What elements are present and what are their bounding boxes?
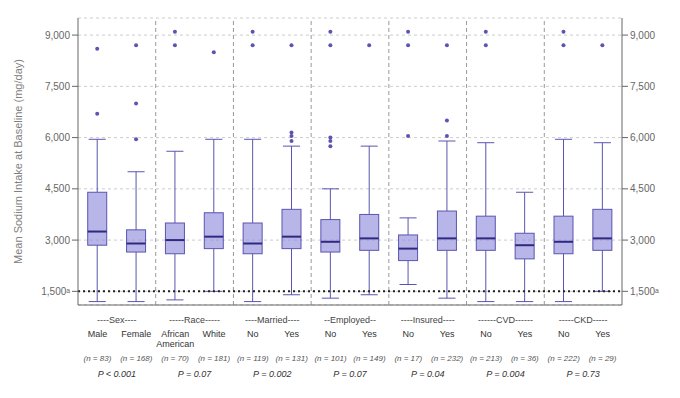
svg-text:P = 0.002: P = 0.002: [253, 369, 291, 379]
svg-text:White: White: [202, 329, 225, 339]
svg-text:Yes: Yes: [362, 329, 377, 339]
svg-text:No: No: [480, 329, 492, 339]
svg-text:4,500: 4,500: [630, 183, 655, 194]
svg-text:-----Race-----: -----Race-----: [169, 315, 220, 325]
svg-text:(n = 149): (n = 149): [353, 354, 386, 363]
svg-text:(n = 232): (n = 232): [431, 354, 464, 363]
svg-text:4,500: 4,500: [45, 183, 70, 194]
svg-text:(n = 70): (n = 70): [161, 354, 189, 363]
svg-text:----Sex----: ----Sex----: [97, 315, 137, 325]
svg-text:6,000: 6,000: [45, 132, 70, 143]
svg-text:No: No: [403, 329, 415, 339]
svg-text:----Insured----: ----Insured----: [401, 315, 455, 325]
svg-text:-----CKD-----: -----CKD-----: [559, 315, 608, 325]
svg-text:9,000: 9,000: [630, 30, 655, 41]
svg-text:Yes: Yes: [284, 329, 299, 339]
svg-text:(n = 168): (n = 168): [120, 354, 153, 363]
svg-text:(n = 101): (n = 101): [314, 354, 347, 363]
svg-text:Female: Female: [121, 329, 151, 339]
svg-text:1,500ᵃ: 1,500ᵃ: [630, 286, 659, 297]
svg-text:(n = 119): (n = 119): [237, 354, 269, 363]
svg-text:----Married----: ----Married----: [245, 315, 299, 325]
svg-text:(n = 213): (n = 213): [470, 354, 503, 363]
svg-text:Yes: Yes: [595, 329, 610, 339]
svg-text:No: No: [247, 329, 259, 339]
svg-text:3,000: 3,000: [630, 235, 655, 246]
svg-text:(n = 36): (n = 36): [511, 354, 539, 363]
svg-text:Yes: Yes: [440, 329, 455, 339]
svg-text:(n = 29): (n = 29): [589, 354, 617, 363]
svg-text:1,500ᵃ: 1,500ᵃ: [41, 286, 70, 297]
svg-text:7,500: 7,500: [630, 81, 655, 92]
svg-text:Mean Sodium Intake at Baseline: Mean Sodium Intake at Baseline (mg/day): [12, 59, 24, 264]
svg-text:P < 0.001: P < 0.001: [98, 369, 136, 379]
svg-text:American: American: [156, 339, 194, 349]
svg-text:(n = 222): (n = 222): [548, 354, 581, 363]
svg-text:7,500: 7,500: [45, 81, 70, 92]
svg-text:(n = 131): (n = 131): [276, 354, 309, 363]
svg-text:9,000: 9,000: [45, 30, 70, 41]
svg-text:P = 0.004: P = 0.004: [486, 369, 524, 379]
svg-text:No: No: [325, 329, 337, 339]
svg-text:------CVD------: ------CVD------: [478, 315, 533, 325]
svg-text:P = 0.73: P = 0.73: [566, 369, 599, 379]
svg-text:(n = 17): (n = 17): [394, 354, 422, 363]
svg-text:(n = 83): (n = 83): [84, 354, 112, 363]
svg-text:No: No: [558, 329, 570, 339]
svg-text:6,000: 6,000: [630, 132, 655, 143]
svg-text:3,000: 3,000: [45, 235, 70, 246]
svg-text:(n = 181): (n = 181): [198, 354, 231, 363]
svg-text:P = 0.07: P = 0.07: [333, 369, 367, 379]
svg-text:African: African: [161, 329, 189, 339]
svg-text:Male: Male: [88, 329, 108, 339]
svg-text:P = 0.07: P = 0.07: [178, 369, 212, 379]
svg-text:Yes: Yes: [518, 329, 533, 339]
svg-text:--Employed--: --Employed--: [324, 315, 376, 325]
svg-text:P = 0.04: P = 0.04: [411, 369, 444, 379]
